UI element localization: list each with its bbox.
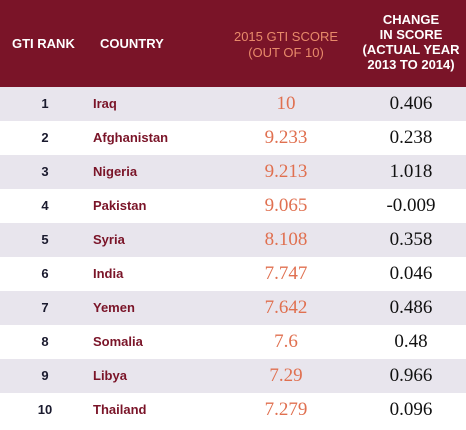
country-cell: Thailand xyxy=(93,402,147,417)
country-cell: Afghanistan xyxy=(93,130,169,145)
gti-score-cell: 7.279 xyxy=(264,399,308,420)
rank-cell: 3 xyxy=(41,164,49,179)
gti-score-cell: 8.108 xyxy=(264,229,308,250)
gti-score-cell: 7.29 xyxy=(269,365,303,386)
rank-cell: 9 xyxy=(41,368,49,383)
header-change-line4: 2013 TO 2014) xyxy=(367,57,455,72)
country-cell: Libya xyxy=(93,368,127,383)
gti-score-cell: 9.065 xyxy=(264,195,308,216)
gti-score-cell: 7.747 xyxy=(264,263,308,284)
country-cell: Pakistan xyxy=(93,198,147,213)
header-gti-score-line1: 2015 GTI SCORE xyxy=(233,29,339,44)
table-row: 9 Libya 7.29 0.966 xyxy=(0,359,466,393)
header-change-line3: (ACTUAL YEAR xyxy=(362,42,460,57)
table-row: 8 Somalia 7.6 0.48 xyxy=(0,325,466,359)
country-cell: Somalia xyxy=(93,334,143,349)
country-cell: India xyxy=(93,266,124,281)
table-row: 6 India 7.747 0.046 xyxy=(0,257,466,291)
rank-cell: 7 xyxy=(41,300,49,315)
rank-cell: 8 xyxy=(41,334,49,349)
rank-cell: 1 xyxy=(41,96,49,111)
header-gti-rank: GTI RANK xyxy=(12,36,75,51)
rank-cell: 2 xyxy=(41,130,49,145)
table-row: 3 Nigeria 9.213 1.018 xyxy=(0,155,466,189)
change-in-score-cell: 0.486 xyxy=(389,297,433,318)
table-row: 4 Pakistan 9.065 -0.009 xyxy=(0,189,466,223)
rank-cell: 4 xyxy=(41,198,49,213)
country-cell: Iraq xyxy=(93,96,117,111)
table-row: 7 Yemen 7.642 0.486 xyxy=(0,291,466,325)
country-cell: Syria xyxy=(93,232,125,247)
rank-cell: 6 xyxy=(41,266,49,281)
change-in-score-cell: 0.966 xyxy=(389,365,433,386)
country-cell: Nigeria xyxy=(93,164,138,179)
header-gti-score: 2015 GTI SCORE (OUT OF 10) xyxy=(216,29,356,61)
header-change-in-score: CHANGE IN SCORE (ACTUAL YEAR 2013 TO 201… xyxy=(356,12,466,72)
table-header: GTI RANK COUNTRY 2015 GTI SCORE (OUT OF … xyxy=(0,0,466,87)
header-gti-score-line2: (OUT OF 10) xyxy=(248,45,324,60)
change-in-score-cell: 0.406 xyxy=(389,93,433,114)
rank-cell: 10 xyxy=(37,402,53,417)
table-row: 1 Iraq 10 0.406 xyxy=(0,87,466,121)
header-country: COUNTRY xyxy=(100,36,164,51)
change-in-score-cell: 0.046 xyxy=(389,263,433,284)
change-in-score-cell: -0.009 xyxy=(386,195,436,216)
change-in-score-cell: 0.096 xyxy=(389,399,433,420)
gti-score-cell: 10 xyxy=(276,93,296,114)
change-in-score-cell: 0.238 xyxy=(389,127,433,148)
table-row: 2 Afghanistan 9.233 0.238 xyxy=(0,121,466,155)
gti-score-cell: 9.213 xyxy=(264,161,308,182)
change-in-score-cell: 0.48 xyxy=(394,331,428,352)
country-cell: Yemen xyxy=(93,300,135,315)
table-row: 5 Syria 8.108 0.358 xyxy=(0,223,466,257)
gti-score-cell: 7.642 xyxy=(264,297,308,318)
change-in-score-cell: 0.358 xyxy=(389,229,433,250)
header-change-line2: IN SCORE xyxy=(379,27,443,42)
rank-cell: 5 xyxy=(41,232,49,247)
change-in-score-cell: 1.018 xyxy=(389,161,433,182)
gti-score-cell: 9.233 xyxy=(264,127,308,148)
table-row: 10 Thailand 7.279 0.096 xyxy=(0,393,466,427)
header-change-line1: CHANGE xyxy=(382,12,440,27)
gti-score-cell: 7.6 xyxy=(274,331,298,352)
